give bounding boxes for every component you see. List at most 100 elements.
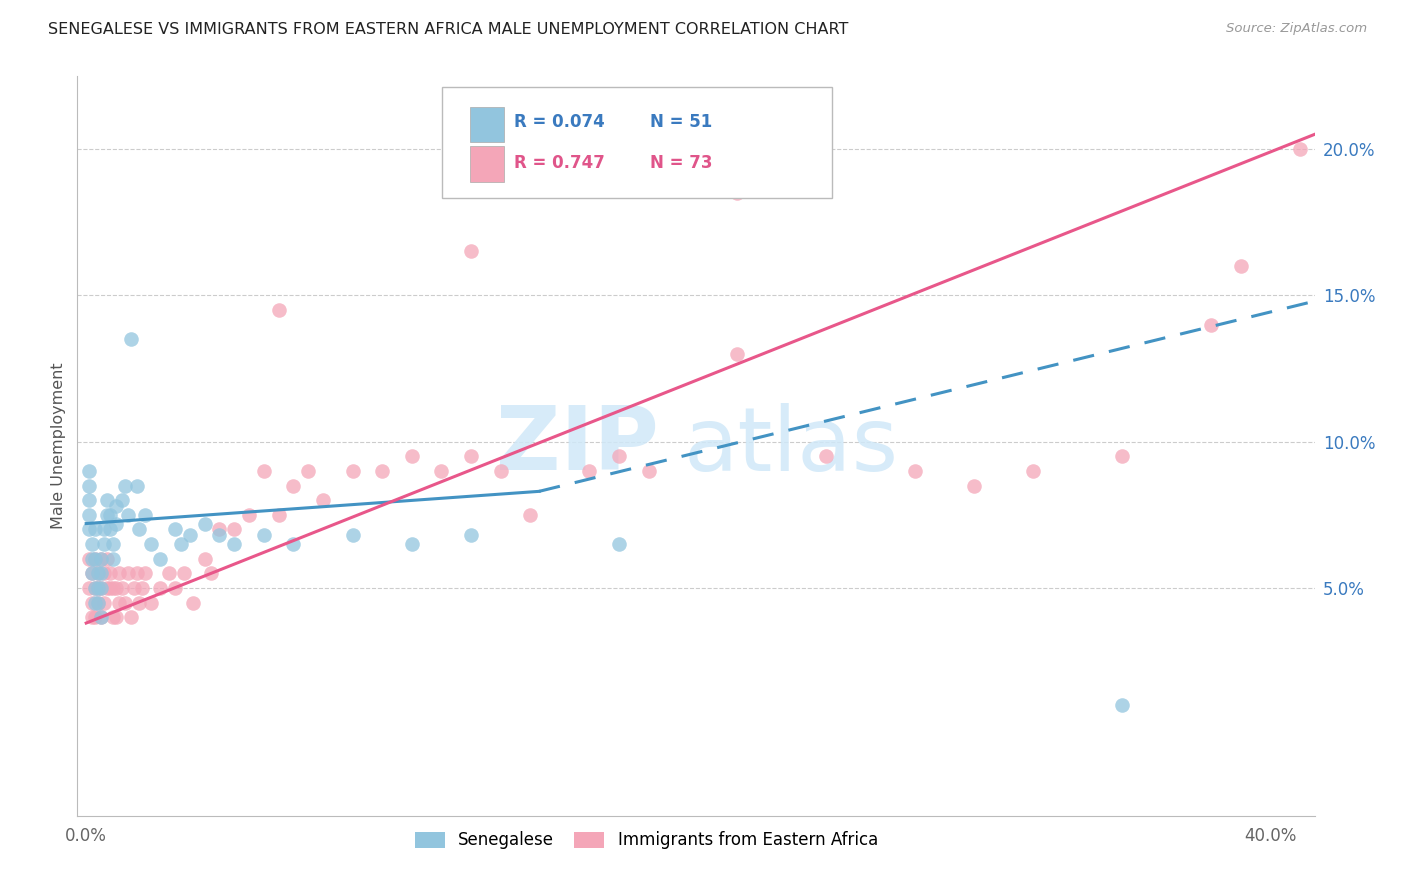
Point: [253, 464, 276, 478]
Point: [170, 537, 193, 551]
Point: [98, 508, 121, 522]
Point: [98, 581, 121, 595]
Point: [1111, 698, 1133, 712]
Point: [342, 464, 364, 478]
Point: [93, 596, 115, 610]
Point: [93, 566, 115, 581]
FancyBboxPatch shape: [470, 107, 505, 143]
FancyBboxPatch shape: [443, 87, 832, 198]
Point: [107, 596, 129, 610]
Point: [111, 493, 134, 508]
Point: [87, 581, 110, 595]
Point: [82, 537, 104, 551]
Point: [77, 581, 100, 595]
Text: N = 51: N = 51: [650, 113, 713, 131]
Point: [107, 566, 129, 581]
Point: [77, 464, 100, 478]
Point: [637, 464, 659, 478]
Point: [283, 537, 305, 551]
Point: [1022, 464, 1045, 478]
Point: [77, 478, 100, 492]
Point: [157, 566, 180, 581]
Point: [90, 551, 112, 566]
Point: [134, 566, 156, 581]
Point: [297, 464, 319, 478]
Point: [460, 528, 482, 542]
Text: SENEGALESE VS IMMIGRANTS FROM EASTERN AFRICA MALE UNEMPLOYMENT CORRELATION CHART: SENEGALESE VS IMMIGRANTS FROM EASTERN AF…: [48, 22, 848, 37]
Point: [815, 449, 838, 463]
Point: [578, 464, 600, 478]
Point: [120, 610, 142, 624]
Point: [163, 522, 186, 536]
Point: [401, 537, 423, 551]
Point: [101, 537, 124, 551]
Point: [253, 528, 276, 542]
Point: [96, 508, 118, 522]
Point: [181, 596, 204, 610]
Point: [607, 449, 630, 463]
Point: [342, 528, 364, 542]
Point: [208, 522, 231, 536]
Point: [90, 581, 112, 595]
Point: [84, 596, 107, 610]
Point: [519, 508, 541, 522]
Point: [82, 551, 104, 566]
Point: [163, 581, 186, 595]
Point: [117, 566, 139, 581]
Point: [87, 581, 110, 595]
Point: [149, 551, 172, 566]
Point: [101, 581, 124, 595]
Point: [1111, 449, 1133, 463]
FancyBboxPatch shape: [470, 146, 505, 182]
Point: [371, 464, 394, 478]
Text: ZIP: ZIP: [496, 402, 659, 490]
Point: [128, 596, 150, 610]
Point: [312, 493, 335, 508]
Point: [131, 581, 153, 595]
Point: [401, 449, 423, 463]
Point: [725, 186, 748, 200]
Point: [238, 508, 260, 522]
Point: [904, 464, 927, 478]
Point: [128, 522, 150, 536]
Point: [120, 332, 142, 346]
Point: [179, 528, 201, 542]
Point: [125, 478, 148, 492]
Point: [90, 551, 112, 566]
Point: [87, 566, 110, 581]
Point: [224, 522, 246, 536]
Point: [141, 537, 163, 551]
Point: [77, 493, 100, 508]
Point: [430, 464, 453, 478]
Point: [125, 566, 148, 581]
Text: atlas: atlas: [683, 402, 898, 490]
Text: R = 0.074: R = 0.074: [515, 113, 605, 131]
Point: [90, 610, 112, 624]
Point: [224, 537, 246, 551]
Point: [963, 478, 986, 492]
Text: R = 0.747: R = 0.747: [515, 154, 605, 172]
Point: [283, 478, 305, 492]
Point: [90, 610, 112, 624]
Point: [104, 516, 127, 531]
Point: [104, 610, 127, 624]
Text: N = 73: N = 73: [650, 154, 713, 172]
Point: [96, 493, 118, 508]
Point: [104, 581, 127, 595]
Point: [87, 596, 110, 610]
Point: [117, 508, 139, 522]
Y-axis label: Male Unemployment: Male Unemployment: [51, 363, 66, 529]
Point: [82, 566, 104, 581]
Point: [267, 508, 290, 522]
Point: [77, 508, 100, 522]
Point: [84, 581, 107, 595]
Point: [141, 596, 163, 610]
Point: [82, 610, 104, 624]
Point: [1229, 259, 1251, 273]
Point: [134, 508, 156, 522]
Point: [96, 581, 118, 595]
Point: [87, 566, 110, 581]
Point: [87, 596, 110, 610]
Point: [460, 449, 482, 463]
Point: [460, 244, 482, 259]
